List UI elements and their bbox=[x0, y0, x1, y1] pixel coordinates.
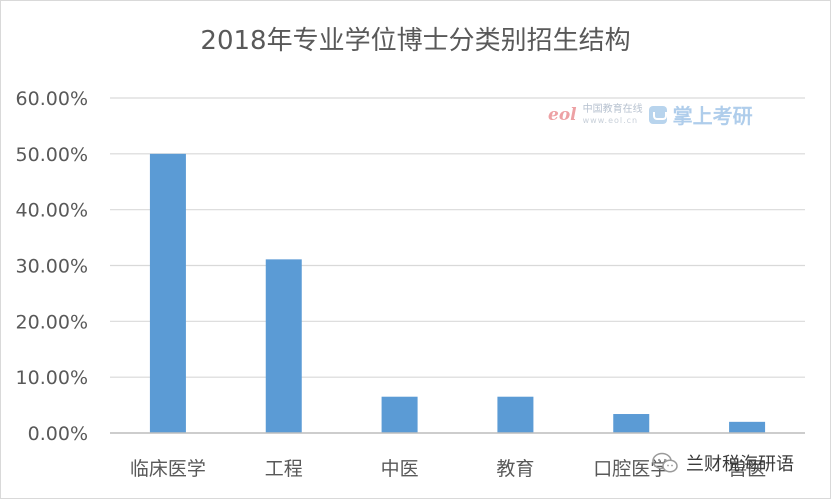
y-tick-label: 60.00% bbox=[16, 88, 88, 110]
y-tick-label: 10.00% bbox=[16, 367, 88, 389]
bar bbox=[729, 421, 766, 433]
watermark-site-name: 中国教育在线 bbox=[582, 103, 643, 115]
x-tick-label: 教育 bbox=[496, 458, 534, 480]
x-tick-label: 临床医学 bbox=[130, 458, 206, 480]
wechat-icon bbox=[652, 452, 678, 473]
bar bbox=[381, 396, 418, 433]
y-tick-label: 50.00% bbox=[16, 144, 88, 166]
chart-title: 2018年专业学位博士分类别招生结构 bbox=[200, 26, 631, 56]
x-tick-label: 工程 bbox=[265, 458, 303, 480]
x-tick-label: 兽医 bbox=[728, 458, 766, 480]
wechat-account-tag: 兰财税海研语 bbox=[652, 450, 794, 476]
x-tick-label: 口腔医学 bbox=[593, 458, 669, 480]
watermark: eol 中国教育在线 www.eol.cn 掌上考研 bbox=[548, 100, 753, 129]
graduation-cap-icon bbox=[648, 105, 667, 124]
bar bbox=[497, 396, 534, 433]
y-tick-label: 20.00% bbox=[16, 311, 88, 333]
wechat-account-name: 兰财税海研语 bbox=[686, 454, 794, 475]
eol-logo: eol bbox=[548, 104, 577, 125]
y-tick-label: 40.00% bbox=[16, 200, 88, 222]
bar bbox=[265, 259, 302, 433]
y-tick-label: 0.00% bbox=[28, 423, 88, 445]
watermark-brand: 掌上考研 bbox=[672, 104, 753, 128]
watermark-site: 中国教育在线 www.eol.cn bbox=[582, 103, 643, 125]
watermark-site-url: www.eol.cn bbox=[582, 115, 639, 125]
x-tick-label: 中医 bbox=[381, 458, 419, 480]
bar bbox=[613, 414, 650, 433]
y-tick-label: 30.00% bbox=[16, 256, 88, 278]
bar bbox=[149, 153, 186, 434]
